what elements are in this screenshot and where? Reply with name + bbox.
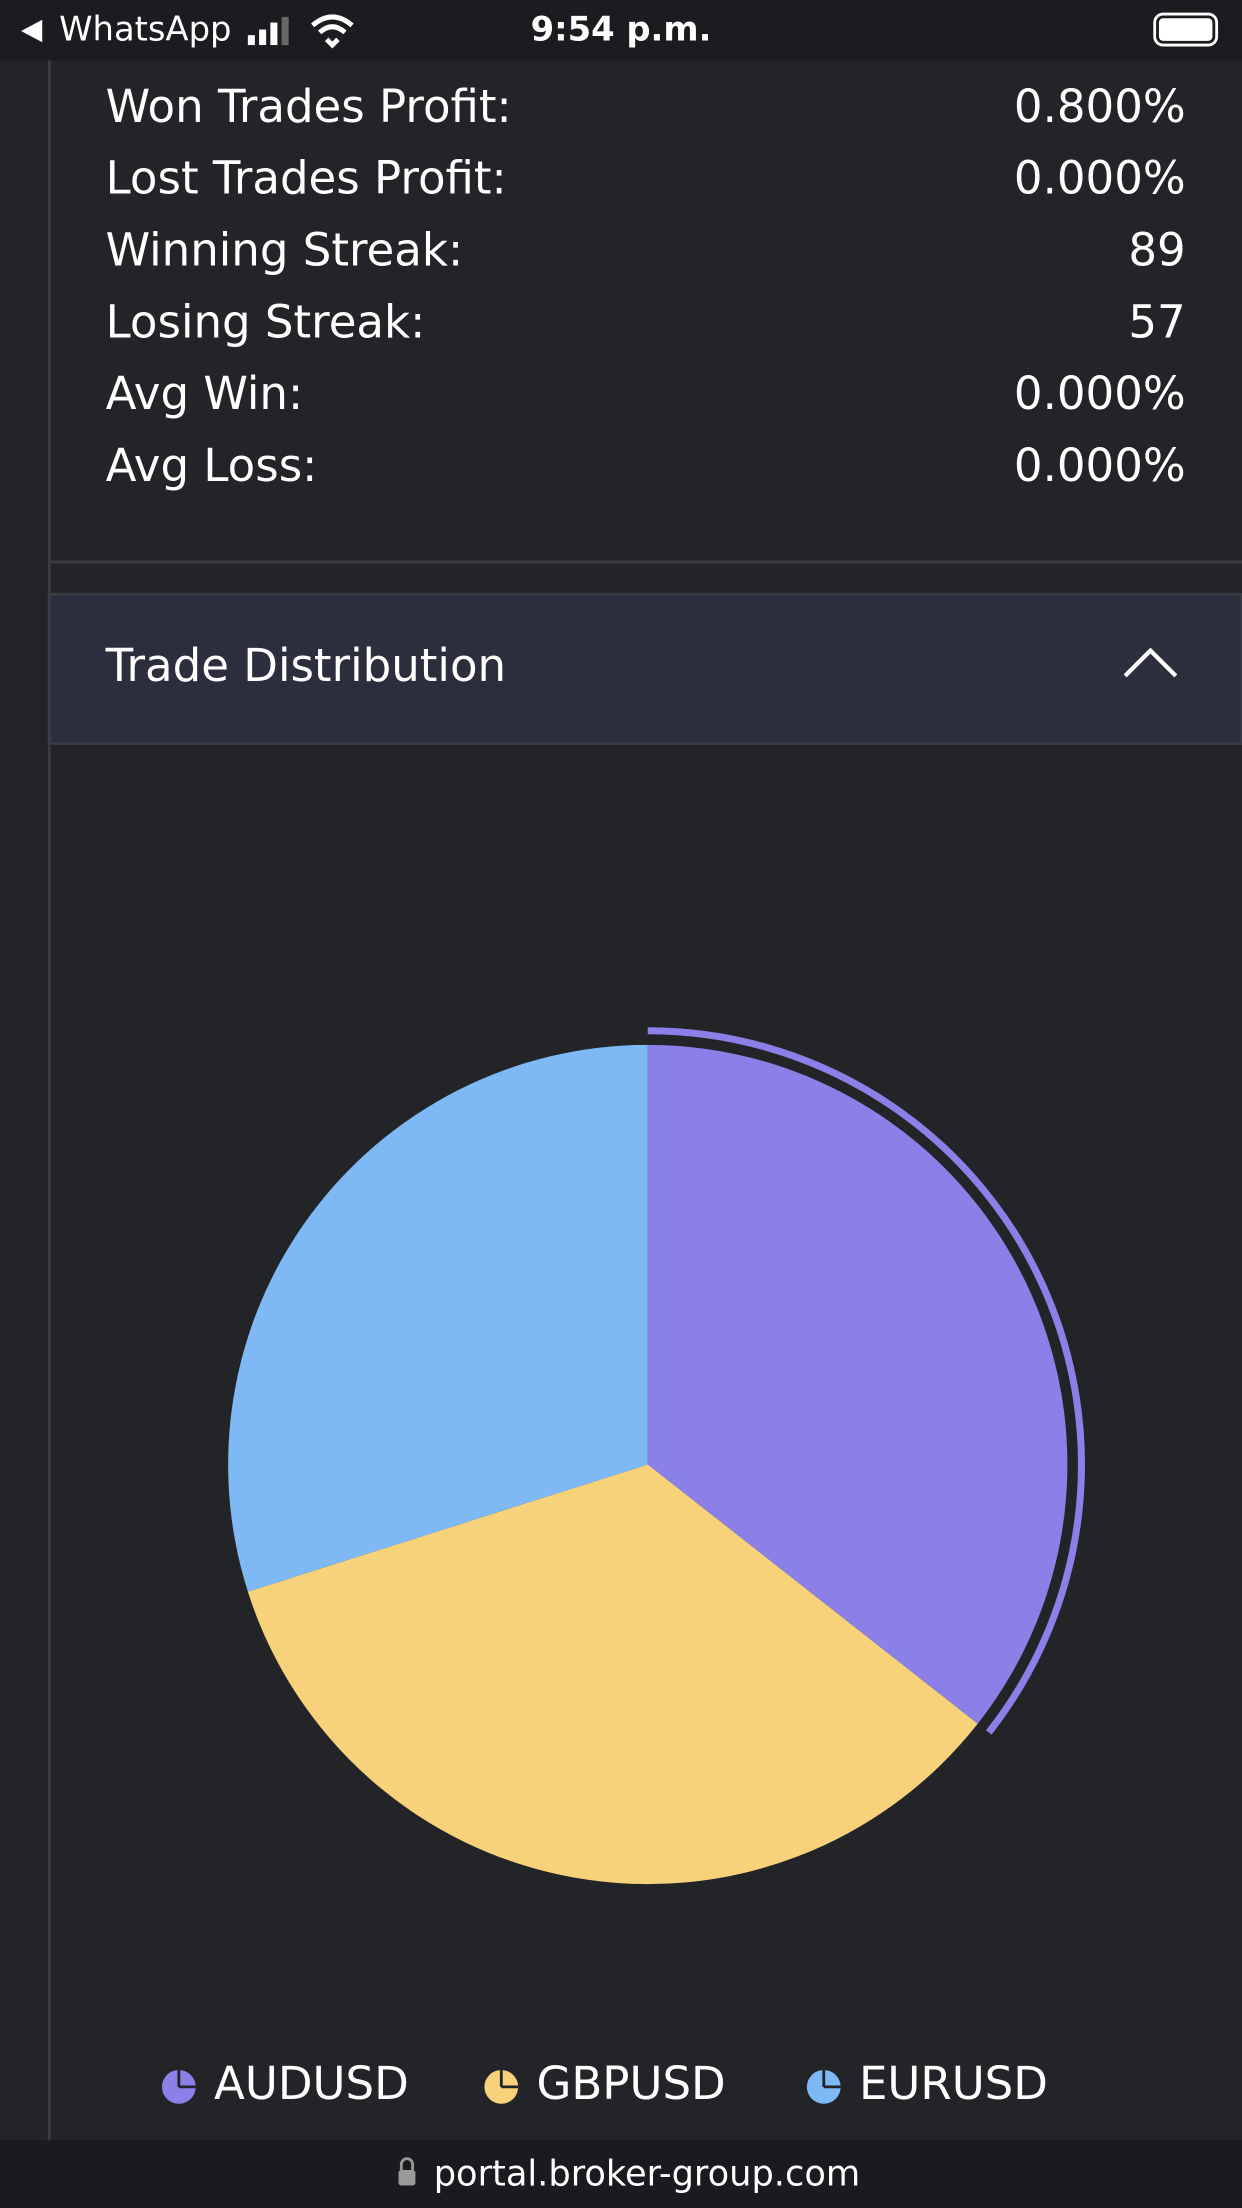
panel-header[interactable]	[47, 592, 1242, 745]
panel-title: Trade Distribution	[105, 639, 506, 692]
pie-slice	[647, 1044, 1068, 1724]
back-app-label[interactable]: WhatsApp	[59, 9, 231, 48]
legend-label: GBPUSD	[537, 2057, 726, 2110]
slice-highlight	[647, 1027, 1085, 1735]
stat-label: Losing Streak:	[106, 295, 426, 348]
legend-label: AUDUSD	[214, 2057, 409, 2110]
stat-label: Winning Streak:	[106, 223, 464, 276]
legend-icon-cut	[499, 2070, 519, 2089]
lock-icon	[398, 2169, 416, 2186]
legend: AUDUSD GBPUSD EURUSD	[161, 2057, 1048, 2110]
stat-value: 0.000%	[1014, 367, 1186, 420]
url[interactable]: portal.broker-group.com	[434, 2154, 860, 2195]
battery-level	[1158, 18, 1213, 41]
stat-label: Lost Trades Profit:	[106, 152, 507, 205]
pie-slice	[247, 1464, 978, 1885]
url-bar	[0, 2140, 1242, 2208]
pie-slice	[228, 1044, 648, 1592]
stat-value: 57	[1128, 295, 1185, 348]
wifi-icon	[311, 14, 354, 49]
signal-icon	[247, 16, 289, 46]
stat-label: Avg Win:	[106, 367, 304, 420]
status-bar	[0, 0, 1242, 61]
stat-value: 0.000%	[1014, 152, 1186, 205]
legend-label: EURUSD	[859, 2057, 1048, 2110]
stat-value: 0.800%	[1014, 80, 1186, 133]
stats-list: Won Trades Profit: 0.800% Lost Trades Prof…	[106, 80, 1186, 492]
legend-icon-cut	[822, 2070, 841, 2089]
stat-label: Avg Loss:	[106, 439, 318, 492]
stat-value: 89	[1128, 223, 1185, 276]
back-arrow[interactable]	[21, 19, 43, 43]
lock-shackle	[399, 2157, 414, 2170]
legend-icon-cut	[177, 2070, 196, 2089]
stat-label: Won Trades Profit:	[106, 80, 512, 133]
battery-icon	[1153, 12, 1219, 47]
pie-chart	[228, 1027, 1085, 1885]
clock: 9:54 p.m.	[531, 9, 712, 48]
stat-value: 0.000%	[1014, 439, 1186, 492]
collapse-chevron[interactable]	[1123, 647, 1178, 678]
